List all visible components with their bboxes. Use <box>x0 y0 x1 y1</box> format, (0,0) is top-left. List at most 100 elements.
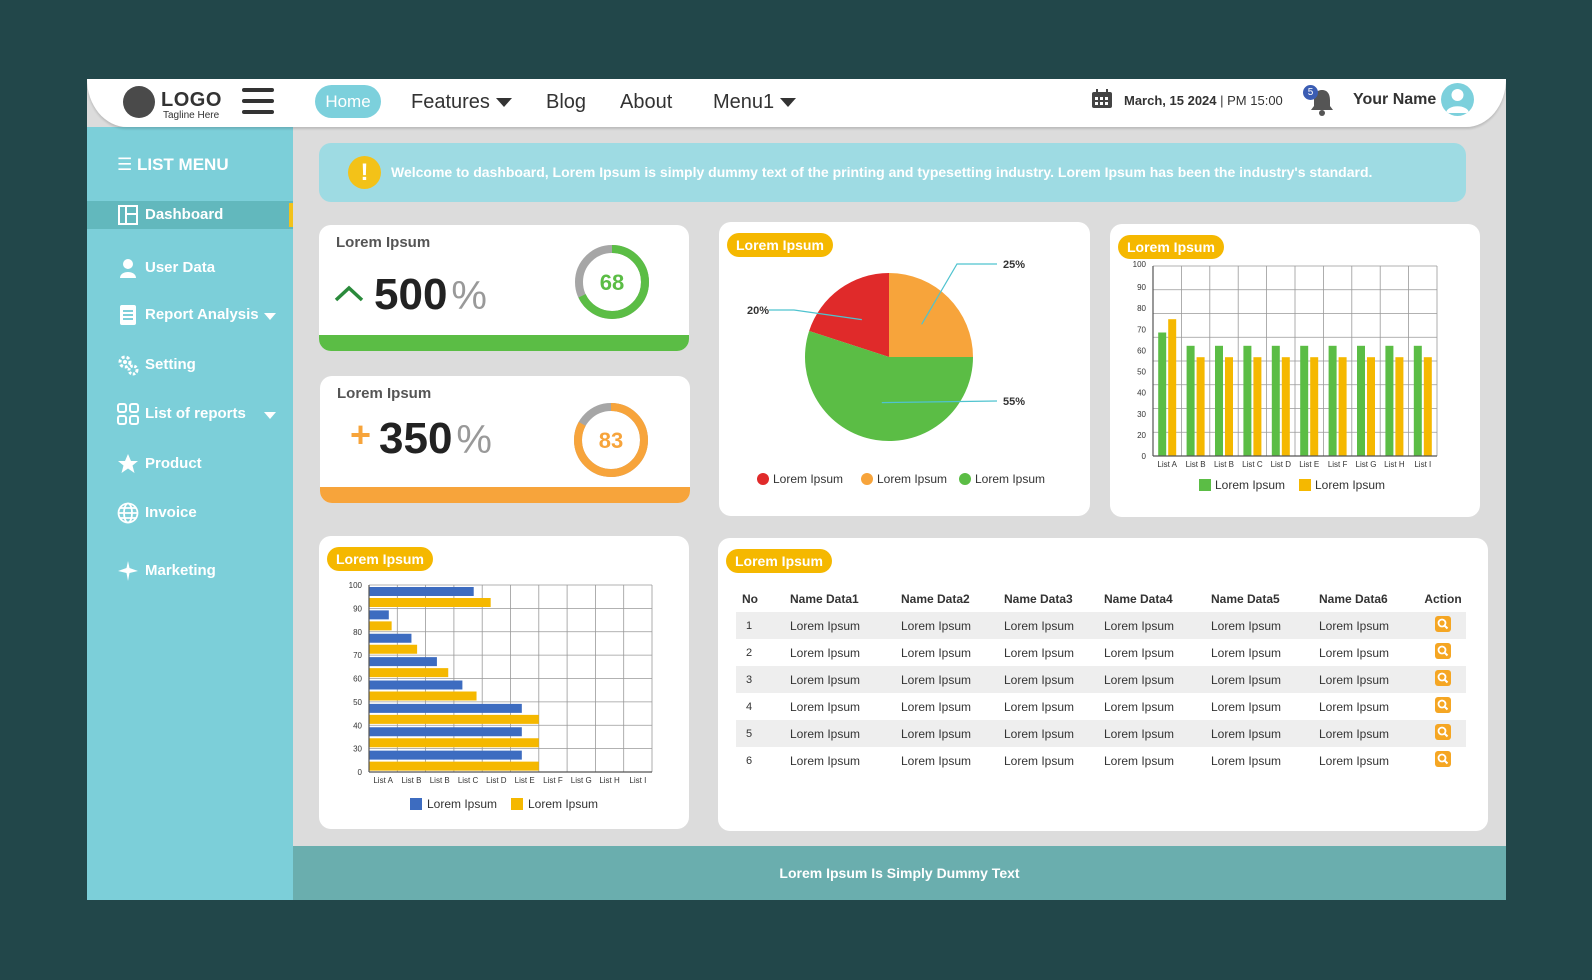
nav-home-button[interactable]: Home <box>315 85 381 118</box>
nav-blog-link[interactable]: Blog <box>546 91 587 113</box>
kpi-card-1: Lorem Ipsum 500% 68 <box>319 225 689 351</box>
y-tick-label: 0 <box>358 768 363 777</box>
current-time: | PM 15:00 <box>1220 93 1283 108</box>
x-tick-label: List I <box>1414 460 1431 469</box>
search-icon[interactable] <box>1435 643 1451 659</box>
bar-series-1 <box>1385 345 1394 456</box>
hamburger-menu-icon[interactable] <box>242 88 274 116</box>
date-time-display: March, 15 2024 | PM 15:00 <box>1124 93 1283 108</box>
table-cell: Lorem Ipsum <box>1211 612 1319 639</box>
nav-features-dropdown[interactable]: Features <box>411 91 512 114</box>
sidebar-item-report-analysis[interactable]: Report Analysis <box>87 301 293 329</box>
footer: Lorem Ipsum Is Simply Dummy Text <box>293 846 1506 900</box>
search-icon[interactable] <box>1435 697 1451 713</box>
pie-slice <box>889 273 973 357</box>
search-icon[interactable] <box>1435 670 1451 686</box>
bar-series-2 <box>1168 319 1177 456</box>
bar-series-1 <box>1243 345 1252 456</box>
sidebar-item-setting[interactable]: Setting <box>87 351 293 379</box>
row-number: 5 <box>736 720 790 747</box>
dashboard-window: LOGO Tagline Here Home Features Blog Abo… <box>87 79 1506 900</box>
y-tick-label: 80 <box>1137 304 1146 313</box>
action-cell <box>1420 720 1466 747</box>
bar-series-2 <box>1310 357 1319 456</box>
x-tick-label: List A <box>1157 460 1177 469</box>
table-cell: Lorem Ipsum <box>901 666 1004 693</box>
bar-series-1 <box>369 703 522 713</box>
table-cell: Lorem Ipsum <box>1104 699 1175 714</box>
column-header: No <box>742 592 758 606</box>
sidebar-item-label: Setting <box>145 356 196 373</box>
data-table-card: Lorem Ipsum No Name Data1 Name Data2 Name D… <box>718 538 1488 831</box>
kpi-ring-1: 68 <box>575 245 649 319</box>
x-tick-label: List F <box>1328 460 1348 469</box>
action-cell <box>1420 666 1466 693</box>
notification-count-badge: 5 <box>1303 85 1318 100</box>
bar-series-1 <box>1271 345 1280 456</box>
pie-slice <box>809 273 889 357</box>
kpi-progress-bar <box>320 487 690 503</box>
table-row: 3 Lorem Ipsum Lorem Ipsum Lorem Ipsum Lorem … <box>736 666 1466 693</box>
table-cell: Lorem Ipsum <box>1211 699 1282 714</box>
x-tick-label: List H <box>599 776 620 785</box>
y-tick-label: 90 <box>353 604 362 613</box>
sidebar-item-user-data[interactable]: User Data <box>87 254 293 282</box>
bar-series-1 <box>1300 345 1309 456</box>
table-row: 4 Lorem Ipsum Lorem Ipsum Lorem Ipsum Lorem … <box>736 693 1466 720</box>
user-avatar-icon[interactable] <box>1441 83 1474 116</box>
sidebar-item-list-of-reports[interactable]: List of reports <box>87 400 293 428</box>
search-icon[interactable] <box>1435 751 1451 767</box>
bar-series-2 <box>369 761 539 771</box>
table-cell: Lorem Ipsum <box>790 612 901 639</box>
y-tick-label: 20 <box>1137 431 1146 440</box>
sidebar-item-label: Invoice <box>145 504 197 521</box>
column-header: Name Data5 <box>1211 592 1280 606</box>
bar-series-2 <box>369 714 539 724</box>
nav-menu1-dropdown[interactable]: Menu1 <box>713 91 797 114</box>
search-icon[interactable] <box>1435 616 1451 632</box>
legend-swatch <box>1199 479 1211 491</box>
star-icon <box>118 454 138 473</box>
y-tick-label: 100 <box>349 581 363 590</box>
nav-menu1-label: Menu1 <box>713 91 775 113</box>
y-tick-label: 50 <box>353 698 362 707</box>
list-menu-icon: ☰ <box>117 155 133 174</box>
x-tick-label: List D <box>486 776 507 785</box>
sidebar-item-marketing[interactable]: Marketing <box>87 557 293 585</box>
table-cell: Lorem Ipsum <box>790 666 901 693</box>
chevron-down-icon <box>495 98 512 108</box>
bar-series-1 <box>1215 345 1223 456</box>
table-cell: Lorem Ipsum <box>1319 645 1390 660</box>
logo-text: LOGO <box>161 89 222 111</box>
column-header: Name Data2 <box>901 592 970 606</box>
table-cell: Lorem Ipsum <box>1004 666 1104 693</box>
sidebar: ☰ LIST MENU Dashboard User Data Report A… <box>87 127 293 900</box>
card-title: Lorem Ipsum <box>726 549 832 573</box>
pie-leader-line <box>881 400 998 404</box>
x-tick-label: List E <box>1299 460 1319 469</box>
sidebar-item-label: Marketing <box>145 562 216 579</box>
kpi-unit: % <box>451 274 487 318</box>
globe-icon <box>117 502 139 524</box>
y-tick-label: 30 <box>1137 410 1146 419</box>
table-header-row: No Name Data1 Name Data2 Name Data3 Name Dat… <box>736 586 1466 612</box>
table-cell: Lorem Ipsum <box>901 753 972 768</box>
sidebar-item-invoice[interactable]: Invoice <box>87 499 293 527</box>
bar-series-2 <box>1281 357 1290 456</box>
table-cell: Lorem Ipsum <box>790 753 861 768</box>
column-header: Name Data3 <box>1004 592 1073 606</box>
sidebar-item-label: List of reports <box>145 405 246 422</box>
table-cell: Lorem Ipsum <box>790 645 861 660</box>
search-icon[interactable] <box>1435 724 1451 740</box>
table-cell: Lorem Ipsum <box>1211 666 1319 693</box>
chevron-down-icon <box>264 412 276 419</box>
sidebar-item-dashboard[interactable]: Dashboard <box>87 201 293 229</box>
table-cell: Lorem Ipsum <box>1319 699 1390 714</box>
kpi-label: Lorem Ipsum <box>337 385 432 402</box>
nav-about-link[interactable]: About <box>620 91 673 113</box>
y-tick-label: 70 <box>353 651 362 660</box>
bar-series-2 <box>1338 357 1347 456</box>
sidebar-item-product[interactable]: Product <box>87 450 293 478</box>
user-name-label[interactable]: Your Name <box>1353 91 1437 108</box>
table-cell: Lorem Ipsum <box>1211 720 1319 747</box>
